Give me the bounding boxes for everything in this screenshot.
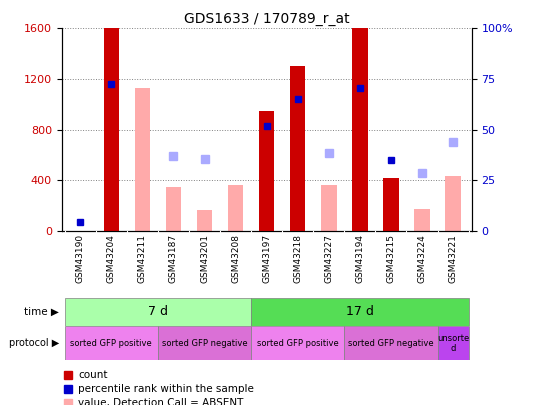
Text: GSM43204: GSM43204 [107, 234, 116, 283]
Text: GSM43194: GSM43194 [355, 234, 364, 283]
Bar [251, 298, 468, 326]
Text: 17 d: 17 d [346, 305, 374, 318]
Text: count: count [78, 371, 108, 380]
Bar [290, 66, 306, 231]
Title: GDS1633 / 170789_r_at: GDS1633 / 170789_r_at [184, 12, 349, 26]
Text: GSM43197: GSM43197 [262, 234, 271, 284]
Text: sorted GFP negative: sorted GFP negative [348, 339, 434, 348]
Text: unsorte
d: unsorte d [437, 334, 469, 353]
Bar [65, 298, 251, 326]
Text: percentile rank within the sample: percentile rank within the sample [78, 384, 254, 394]
Bar [166, 187, 181, 231]
Bar [65, 326, 158, 360]
Text: sorted GFP positive: sorted GFP positive [257, 339, 339, 348]
Text: GSM43187: GSM43187 [169, 234, 178, 284]
Bar [414, 209, 430, 231]
Bar [437, 326, 468, 360]
Bar [321, 185, 337, 231]
Bar [383, 178, 399, 231]
Text: GSM43190: GSM43190 [76, 234, 85, 284]
Text: sorted GFP positive: sorted GFP positive [70, 339, 152, 348]
Text: GSM43221: GSM43221 [449, 234, 458, 283]
Text: GSM43224: GSM43224 [418, 234, 427, 283]
Bar [135, 88, 150, 231]
Bar [103, 28, 119, 231]
Bar [158, 326, 251, 360]
Text: GSM43211: GSM43211 [138, 234, 147, 283]
Text: GSM43201: GSM43201 [200, 234, 209, 283]
Text: GSM43215: GSM43215 [386, 234, 396, 283]
Bar [352, 28, 368, 231]
Bar [251, 326, 344, 360]
Bar [445, 177, 461, 231]
Bar [228, 185, 243, 231]
Text: GSM43208: GSM43208 [231, 234, 240, 283]
Text: value, Detection Call = ABSENT: value, Detection Call = ABSENT [78, 398, 243, 405]
Text: GSM43218: GSM43218 [293, 234, 302, 283]
Text: 7 d: 7 d [148, 305, 168, 318]
Text: GSM43227: GSM43227 [324, 234, 333, 283]
Bar [344, 326, 437, 360]
Bar [197, 210, 212, 231]
Text: sorted GFP negative: sorted GFP negative [162, 339, 247, 348]
Text: time ▶: time ▶ [24, 307, 59, 317]
Text: protocol ▶: protocol ▶ [9, 338, 59, 348]
Bar [259, 111, 274, 231]
